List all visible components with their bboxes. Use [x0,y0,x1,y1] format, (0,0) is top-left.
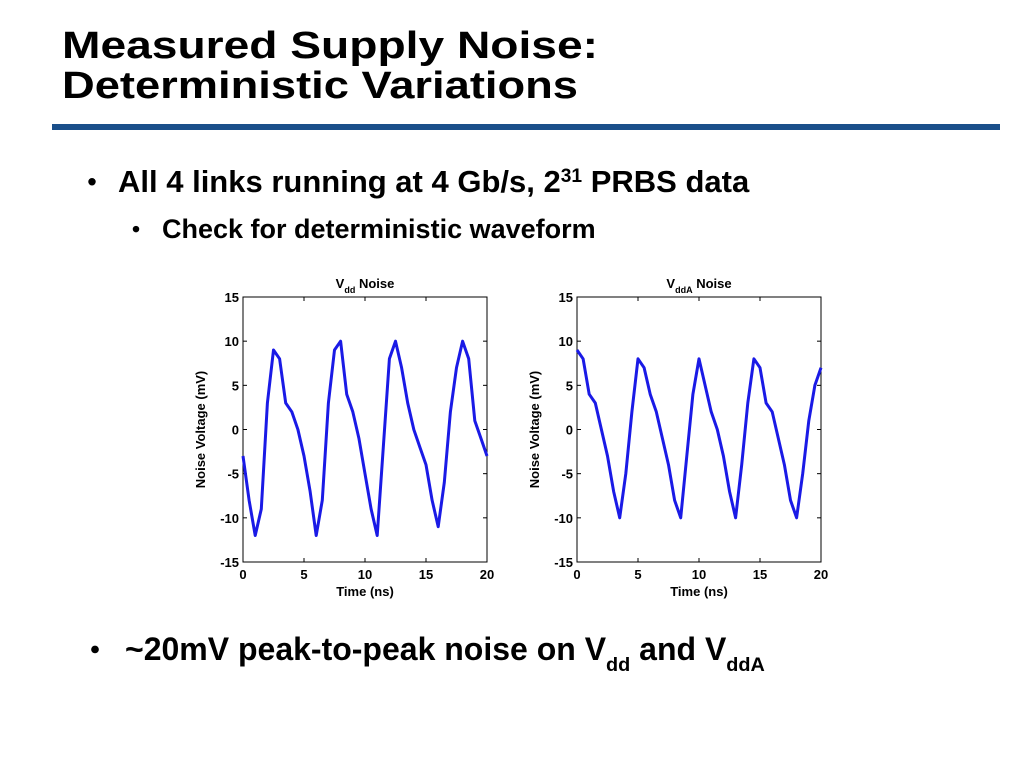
y-tick-label: -5 [227,467,239,482]
y-tick-label: -15 [554,555,573,570]
noise-line [575,349,823,520]
y-tick-label: -5 [561,467,573,482]
bullet-dot [88,178,96,186]
x-tick-label: 15 [753,567,767,582]
bullet-text: Check for deterministic waveform [162,214,596,244]
bullet-part: 31 [561,166,583,187]
x-tick-label: 10 [358,567,372,582]
y-tick-label: 0 [232,423,239,438]
title-part: ddA [675,285,693,295]
y-tick-label: -15 [220,555,239,570]
bullet-dot [91,645,99,654]
x-tick-label: 0 [239,567,246,582]
slide-title: Deterministic Variations [62,65,578,107]
x-tick-label: 5 [300,567,307,582]
x-tick-label: 20 [480,567,494,582]
title-part: dd [344,285,355,295]
y-axis-label: Noise Voltage (mV) [527,371,542,489]
chart-title: VddA Noise [666,276,731,295]
bullet-dot [132,225,140,233]
x-tick-label: 5 [634,567,641,582]
bullet-text: ~20mV peak-to-peak noise on Vdd and VddA [125,631,765,676]
title-part: V [336,276,345,291]
chart-title: Vdd Noise [336,276,395,295]
y-tick-label: 5 [566,378,573,393]
y-tick-label: 0 [566,423,573,438]
bullet-part: PRBS data [582,164,750,199]
bullet-part: ddA [726,654,765,676]
title-rule [52,124,1000,130]
x-tick-label: 0 [573,567,580,582]
x-tick-label: 20 [814,567,828,582]
y-tick-label: 10 [559,334,573,349]
plot-frame [576,296,822,563]
slide-title: Measured Supply Noise: [62,25,598,67]
plot-frame [242,296,488,563]
y-tick-label: -10 [220,511,239,526]
bullet-part: dd [606,654,630,676]
bullet-part: ~20mV peak-to-peak noise on V [125,631,607,667]
bullet-part: Check for deterministic waveform [162,214,596,244]
x-tick-label: 10 [692,567,706,582]
bullet-part: All 4 links running at 4 Gb/s, 2 [118,164,561,199]
title-part: V [666,276,675,291]
bullet-text: All 4 links running at 4 Gb/s, 231 PRBS … [118,164,750,199]
noise-line [241,339,489,537]
y-tick-label: 15 [225,290,239,305]
x-axis-label: Time (ns) [336,584,394,599]
y-tick-label: 15 [559,290,573,305]
x-tick-label: 15 [419,567,433,582]
y-axis-label: Noise Voltage (mV) [193,371,208,489]
y-tick-label: 5 [232,378,239,393]
title-part: Noise [693,276,732,291]
y-tick-label: 10 [225,334,239,349]
bullet-part: and V [630,631,727,667]
title-part: Noise [355,276,394,291]
x-axis-label: Time (ns) [670,584,728,599]
y-tick-label: -10 [554,511,573,526]
